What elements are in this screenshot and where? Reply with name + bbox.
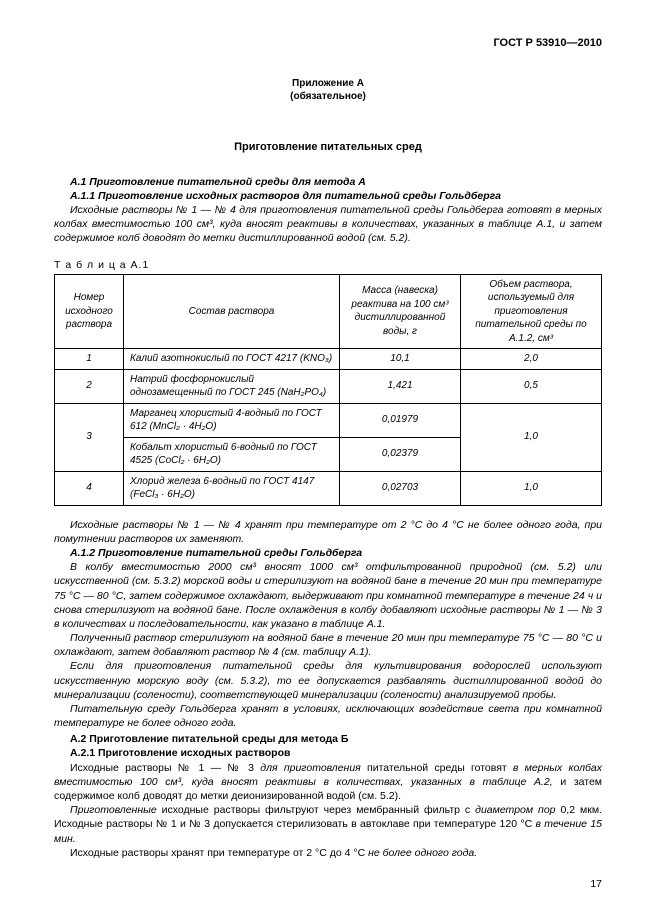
table-row: 3 Марганец хлористый 4-водный по ГОСТ 61… bbox=[55, 403, 602, 437]
heading-a2: А.2 Приготовление питательной среды для … bbox=[54, 732, 602, 746]
cell: Калий азотнокислый по ГОСТ 4217 (KNO₃) bbox=[124, 349, 340, 370]
cell: 4 bbox=[55, 471, 124, 505]
heading-a12: А.1.2 Приготовление питательной среды Го… bbox=[54, 546, 602, 560]
cell: Хлорид железа 6-водный по ГОСТ 4147 (FeC… bbox=[124, 471, 340, 505]
table-row: 1 Калий азотнокислый по ГОСТ 4217 (KNO₃)… bbox=[55, 349, 602, 370]
cell: 0,01979 bbox=[340, 403, 461, 437]
document-code: ГОСТ Р 53910—2010 bbox=[54, 36, 602, 51]
table-a1: Номер исходного раствора Состав раствора… bbox=[54, 274, 602, 506]
cell: Марганец хлористый 4-водный по ГОСТ 612 … bbox=[124, 403, 340, 437]
paragraph: Исходные растворы № 1 — № 4 хранят при т… bbox=[54, 518, 602, 546]
appendix-type: (обязательное) bbox=[54, 90, 602, 104]
paragraph: Исходные растворы № 1 — № 4 для приготов… bbox=[54, 203, 602, 246]
cell: Кобальт хлористый 6-водный по ГОСТ 4525 … bbox=[124, 437, 340, 471]
cell: 0,5 bbox=[461, 369, 602, 403]
table-caption: Т а б л и ц а А.1 bbox=[54, 258, 602, 272]
cell: 1,0 bbox=[461, 471, 602, 505]
cell: 1,0 bbox=[461, 403, 602, 471]
cell: 0,02703 bbox=[340, 471, 461, 505]
page-container: ГОСТ Р 53910—2010 Приложение А (обязател… bbox=[0, 0, 646, 913]
paragraph: Исходные растворы хранят при температуре… bbox=[54, 846, 602, 860]
cell: 1,421 bbox=[340, 369, 461, 403]
cell: Натрий фосфорнокислый однозамещенный по … bbox=[124, 369, 340, 403]
table-row: 4 Хлорид железа 6-водный по ГОСТ 4147 (F… bbox=[55, 471, 602, 505]
paragraph: Питательную среду Гольдберга хранят в ус… bbox=[54, 702, 602, 730]
table-row: 2 Натрий фосфорнокислый однозамещенный п… bbox=[55, 369, 602, 403]
paragraph: Приготовленные исходные растворы фильтру… bbox=[54, 803, 602, 846]
cell: 1 bbox=[55, 349, 124, 370]
cell: 2,0 bbox=[461, 349, 602, 370]
cell: 0,02379 bbox=[340, 437, 461, 471]
th-num: Номер исходного раствора bbox=[55, 274, 124, 349]
cell: 10,1 bbox=[340, 349, 461, 370]
th-comp: Состав раствора bbox=[124, 274, 340, 349]
page-number: 17 bbox=[590, 877, 602, 891]
appendix-label: Приложение А bbox=[54, 77, 602, 91]
heading-a1: А.1 Приготовление питательной среды для … bbox=[54, 175, 602, 189]
th-mass: Масса (навеска) реактива на 100 см³ дист… bbox=[340, 274, 461, 349]
paragraph: Если для приготовления питательной среды… bbox=[54, 659, 602, 702]
th-vol: Объем раствора, используемый для пригото… bbox=[461, 274, 602, 349]
paragraph: Полученный раствор стерилизуют на водяно… bbox=[54, 631, 602, 659]
cell: 3 bbox=[55, 403, 124, 471]
paragraph: Исходные растворы № 1 — № 3 для приготов… bbox=[54, 761, 602, 804]
paragraph: В колбу вместимостью 2000 см³ вносят 100… bbox=[54, 560, 602, 631]
heading-a21: А.2.1 Приготовление исходных растворов bbox=[54, 746, 602, 760]
heading-a11: А.1.1 Приготовление исходных растворов д… bbox=[54, 189, 602, 203]
main-title: Приготовление питательных сред bbox=[54, 140, 602, 155]
cell: 2 bbox=[55, 369, 124, 403]
